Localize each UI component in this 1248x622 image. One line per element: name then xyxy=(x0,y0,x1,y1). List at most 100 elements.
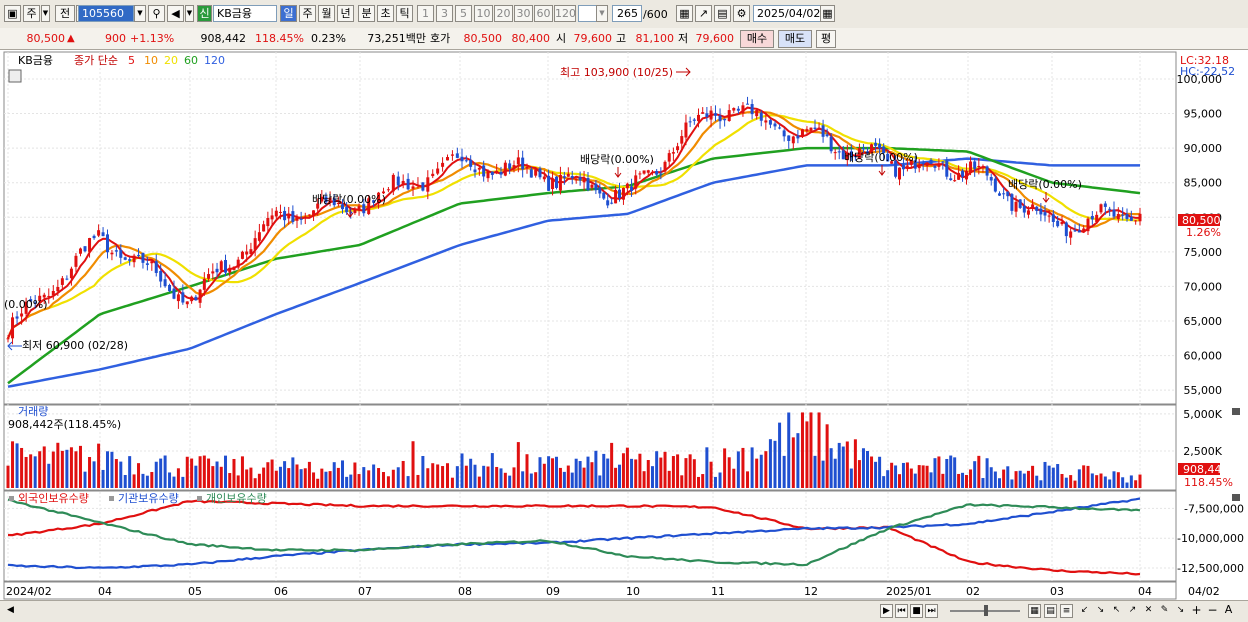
buy-button[interactable]: 매수 xyxy=(740,30,774,48)
candle-body xyxy=(172,288,176,299)
stock-code-input[interactable]: 105560 xyxy=(78,5,134,22)
minute-120-button[interactable]: 120 xyxy=(554,5,576,22)
volume-bar xyxy=(123,474,127,488)
period-tick-button[interactable]: 틱 xyxy=(396,5,413,22)
speaker-icon[interactable]: ◀ xyxy=(167,5,184,22)
candle-body xyxy=(521,157,525,170)
candle-body xyxy=(805,129,809,132)
volume-bar xyxy=(985,458,989,488)
volume-bar xyxy=(764,451,768,488)
cursor-icon[interactable]: ↘ xyxy=(1176,605,1185,615)
chevron-down-icon[interactable]: ▼ xyxy=(134,5,146,22)
cross-tool-icon[interactable]: ✕ xyxy=(1144,605,1153,615)
eval-button[interactable]: 평 xyxy=(816,30,836,48)
plus-icon[interactable]: + xyxy=(1191,603,1202,617)
candle-body xyxy=(929,159,933,165)
font-size-icon[interactable]: A xyxy=(1224,603,1233,616)
market-select[interactable]: 주 xyxy=(23,5,40,22)
minute-3-button[interactable]: 3 xyxy=(436,5,453,22)
gear-icon[interactable]: ⚙ xyxy=(733,5,750,22)
low-label: 저 xyxy=(678,32,689,45)
candle-body xyxy=(547,175,551,191)
first-page-icon[interactable]: ⏮ xyxy=(895,604,908,618)
volume-bar xyxy=(538,457,542,488)
arrow-tool-icon[interactable]: ↗ xyxy=(1128,605,1137,615)
volume-bar xyxy=(266,462,270,488)
trend-tool-icon[interactable]: ↘ xyxy=(1096,605,1105,615)
minute-10-button[interactable]: 10 xyxy=(474,5,493,22)
table-icon[interactable]: ▤ xyxy=(1044,604,1057,618)
line-tool-icon[interactable]: ↙ xyxy=(1080,605,1089,615)
pen-tool-icon[interactable]: ✎ xyxy=(1160,605,1169,615)
candle-body xyxy=(833,152,837,154)
volume-bar xyxy=(176,468,180,488)
candle-body xyxy=(426,177,430,192)
volume-bar xyxy=(482,465,486,488)
credit-badge[interactable]: 신 xyxy=(197,5,212,22)
minute-60-button[interactable]: 60 xyxy=(534,5,553,22)
minus-icon[interactable]: − xyxy=(1207,603,1218,617)
minute-30-button[interactable]: 30 xyxy=(514,5,533,22)
candle-body xyxy=(667,153,671,162)
candle-body xyxy=(718,115,722,122)
volume-bar xyxy=(396,467,400,488)
candle-body xyxy=(24,301,28,314)
volume-bar xyxy=(341,460,344,488)
prev-button[interactable]: 전 xyxy=(55,5,75,22)
period-day-button[interactable]: 일 xyxy=(280,5,297,22)
chart-svg[interactable]: 100,00095,00090,00085,00080,00075,00070,… xyxy=(0,50,1248,601)
stop-icon[interactable]: ■ xyxy=(910,604,923,618)
zoom-slider-handle[interactable] xyxy=(984,605,988,616)
period-week-button[interactable]: 주 xyxy=(299,5,316,22)
volume-bar xyxy=(1043,461,1047,488)
draw-tool-icon[interactable]: ↗ xyxy=(695,5,712,22)
volume-bar xyxy=(1006,466,1010,488)
grid-tool-icon[interactable]: ▦ xyxy=(676,5,693,22)
volume-bar xyxy=(236,475,240,488)
chevron-down-icon[interactable]: ▼ xyxy=(41,5,50,22)
grid-icon[interactable]: ▦ xyxy=(1028,604,1041,618)
candle-body xyxy=(106,234,109,253)
x-axis-label: 10 xyxy=(626,585,640,598)
period-month-button[interactable]: 월 xyxy=(318,5,335,22)
minute-5-button[interactable]: 5 xyxy=(455,5,472,22)
scroll-left-icon[interactable]: ◀ xyxy=(7,605,14,615)
candle-body xyxy=(1035,206,1039,212)
period-minute-button[interactable]: 분 xyxy=(358,5,375,22)
candle-body xyxy=(1121,214,1125,216)
date-input[interactable]: 2025/04/02 xyxy=(753,5,821,22)
volume-bar xyxy=(97,443,101,488)
minute-1-button[interactable]: 1 xyxy=(417,5,434,22)
volume-bar xyxy=(367,470,371,488)
volume-bar xyxy=(878,456,882,488)
save-icon[interactable]: ▤ xyxy=(714,5,731,22)
calendar-icon[interactable]: ▦ xyxy=(820,5,835,22)
dividend-annotation: 배당락(0.00%) xyxy=(1008,178,1082,191)
chevron-down-icon[interactable]: ▼ xyxy=(185,5,194,22)
last-page-icon[interactable]: ⏭ xyxy=(925,604,938,618)
legend-stock-name: KB금융 xyxy=(18,54,53,67)
period-second-button[interactable]: 초 xyxy=(377,5,394,22)
count-input[interactable]: 265 xyxy=(612,5,642,22)
candle-body xyxy=(441,162,445,167)
candle-body xyxy=(110,252,114,255)
scroll-right-icon[interactable]: ▶ xyxy=(880,604,893,618)
candle-body xyxy=(1112,209,1116,217)
list-icon[interactable]: ≡ xyxy=(1060,604,1073,618)
candle-body xyxy=(450,154,454,156)
stock-name-field[interactable]: KB금융 xyxy=(213,5,277,22)
volume-bar xyxy=(759,454,763,488)
period-year-button[interactable]: 년 xyxy=(337,5,354,22)
minute-20-button[interactable]: 20 xyxy=(494,5,513,22)
candle-body xyxy=(578,177,582,181)
candle-body xyxy=(913,160,917,169)
volume-bar xyxy=(614,467,618,488)
layout-icon[interactable]: ▣ xyxy=(4,5,21,22)
volume-bar xyxy=(1022,473,1026,488)
sell-button[interactable]: 매도 xyxy=(778,30,812,48)
candle-body xyxy=(303,216,307,218)
diagonal-tool-icon[interactable]: ↖ xyxy=(1112,605,1121,615)
volume-bar xyxy=(521,471,525,488)
search-icon[interactable]: ⚲ xyxy=(148,5,165,22)
chevron-down-icon[interactable]: ▼ xyxy=(596,5,608,22)
